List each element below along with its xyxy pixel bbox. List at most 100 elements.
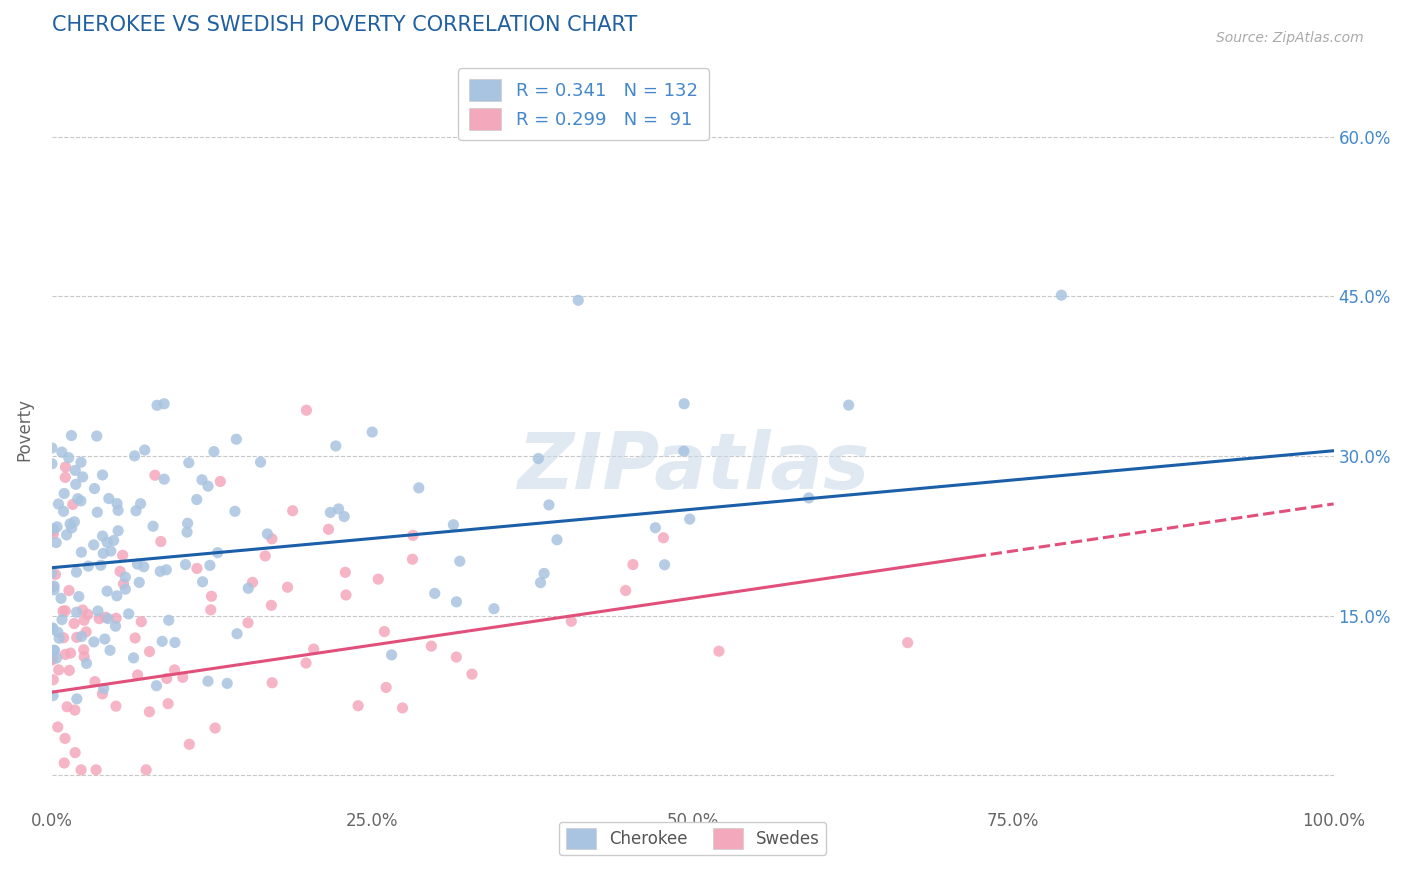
Point	[529, 575, 551, 590]
Point	[546, 533, 568, 547]
Point	[838, 398, 860, 412]
Text: Source: ZipAtlas.com: Source: ZipAtlas.com	[1216, 31, 1364, 45]
Point	[423, 586, 446, 600]
Point	[58, 664, 80, 678]
Point	[176, 516, 198, 531]
Point	[48, 663, 70, 677]
Point	[60, 521, 83, 535]
Point	[533, 566, 555, 581]
Point	[42, 522, 65, 536]
Y-axis label: Poverty: Poverty	[15, 398, 32, 461]
Point	[46, 625, 69, 640]
Point	[72, 603, 94, 617]
Point	[70, 630, 93, 644]
Point	[146, 398, 169, 412]
Point	[41, 457, 63, 471]
Point	[335, 566, 357, 580]
Point	[672, 444, 695, 458]
Point	[66, 491, 89, 506]
Point	[44, 643, 66, 657]
Point	[41, 566, 63, 580]
Text: ZIPatlas: ZIPatlas	[516, 429, 869, 505]
Point	[112, 577, 135, 591]
Point	[209, 475, 232, 489]
Point	[260, 599, 283, 613]
Point	[644, 521, 666, 535]
Point	[200, 589, 222, 603]
Point	[41, 622, 63, 636]
Point	[46, 520, 69, 534]
Point	[96, 584, 118, 599]
Point	[114, 582, 136, 597]
Point	[157, 613, 180, 627]
Point	[328, 502, 350, 516]
Point	[52, 604, 75, 618]
Point	[94, 610, 117, 624]
Point	[41, 441, 63, 455]
Point	[156, 672, 179, 686]
Point	[41, 621, 63, 635]
Point	[59, 646, 82, 660]
Point	[191, 574, 214, 589]
Point	[59, 516, 82, 531]
Point	[42, 526, 65, 541]
Point	[163, 635, 186, 649]
Point	[446, 595, 468, 609]
Point	[319, 505, 342, 519]
Point	[122, 651, 145, 665]
Point	[142, 519, 165, 533]
Point	[91, 546, 114, 560]
Point	[673, 397, 696, 411]
Point	[53, 731, 76, 746]
Point	[48, 632, 70, 646]
Point	[131, 615, 153, 629]
Point	[482, 601, 505, 615]
Legend: Cherokee, Swedes: Cherokee, Swedes	[560, 822, 827, 855]
Point	[62, 497, 84, 511]
Point	[197, 674, 219, 689]
Point	[41, 651, 63, 665]
Point	[127, 668, 149, 682]
Point	[105, 497, 128, 511]
Point	[45, 651, 67, 665]
Point	[254, 549, 277, 563]
Point	[48, 497, 70, 511]
Point	[73, 642, 96, 657]
Point	[897, 635, 920, 649]
Point	[197, 479, 219, 493]
Point	[42, 580, 65, 594]
Point	[333, 509, 356, 524]
Point	[654, 558, 676, 572]
Point	[90, 558, 112, 573]
Point	[66, 631, 89, 645]
Point	[76, 657, 98, 671]
Point	[67, 590, 90, 604]
Point	[65, 477, 87, 491]
Point	[560, 614, 582, 628]
Point	[179, 737, 201, 751]
Point	[155, 563, 177, 577]
Point	[42, 643, 65, 657]
Point	[262, 675, 284, 690]
Point	[53, 756, 76, 770]
Point	[172, 670, 194, 684]
Point	[60, 428, 83, 442]
Point	[66, 691, 89, 706]
Point	[177, 456, 200, 470]
Point	[238, 581, 260, 595]
Point	[105, 589, 128, 603]
Point	[42, 582, 65, 597]
Point	[335, 588, 357, 602]
Point	[325, 439, 347, 453]
Point	[295, 656, 318, 670]
Point	[86, 429, 108, 443]
Point	[174, 558, 197, 572]
Point	[89, 612, 111, 626]
Point	[391, 701, 413, 715]
Point	[402, 528, 425, 542]
Text: CHEROKEE VS SWEDISH POVERTY CORRELATION CHART: CHEROKEE VS SWEDISH POVERTY CORRELATION …	[52, 15, 637, 35]
Point	[277, 580, 299, 594]
Point	[53, 486, 76, 500]
Point	[83, 538, 105, 552]
Point	[114, 570, 136, 584]
